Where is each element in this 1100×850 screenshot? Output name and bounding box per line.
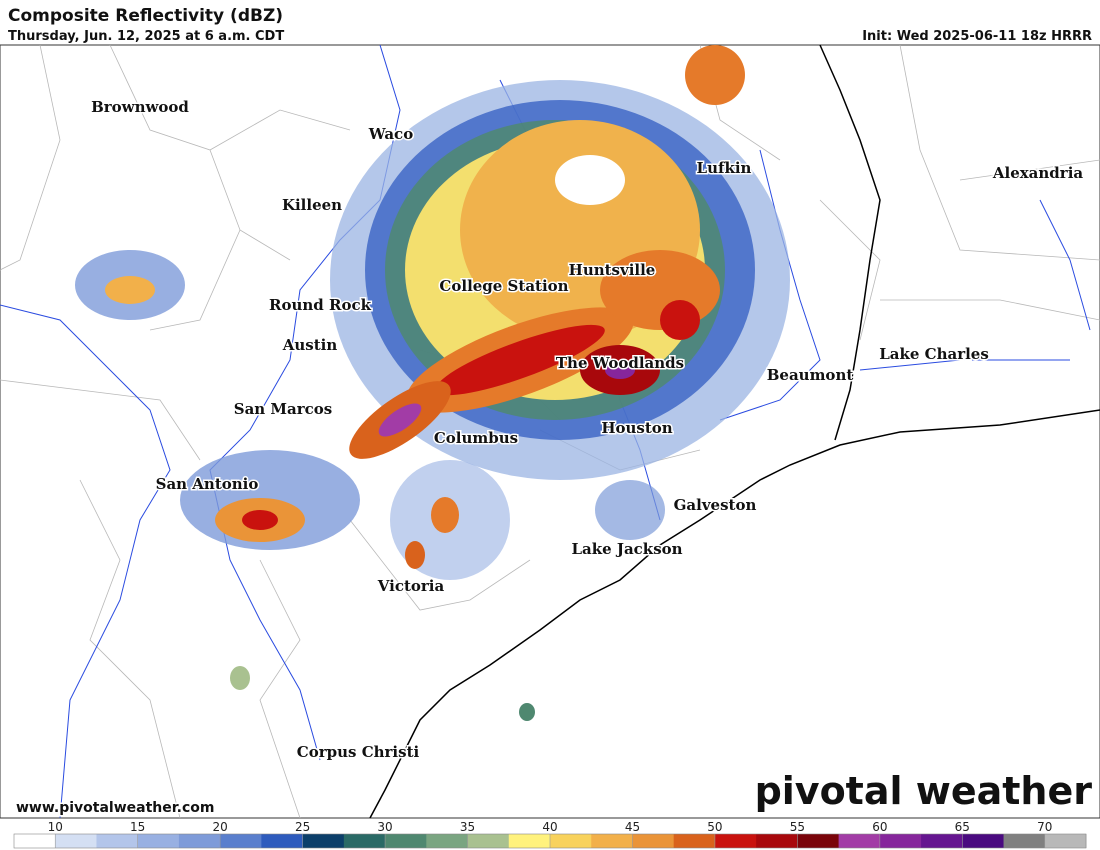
city-label: Lake Charles (879, 345, 989, 363)
colorbar-swatch (962, 834, 1005, 848)
colorbar-tick-label: 25 (295, 820, 310, 834)
colorbar-swatch (178, 834, 221, 848)
colorbar-swatch (96, 834, 139, 848)
colorbar-tick-label: 65 (955, 820, 970, 834)
state-border (819, 44, 881, 441)
city-label: Corpus Christi (297, 743, 420, 761)
colorbar-swatch (467, 834, 510, 848)
colorbar-tick-label: 60 (872, 820, 887, 834)
colorbar-swatch (14, 834, 56, 848)
colorbar-swatch (756, 834, 798, 848)
colorbar-swatch (1044, 834, 1087, 848)
colorbar-tick-label: 55 (790, 820, 805, 834)
colorbar-tick-label: 20 (213, 820, 228, 834)
colorbar-swatch (838, 834, 881, 848)
colorbar-swatch (714, 834, 757, 848)
map (0, 44, 1100, 819)
colorbar-swatch (508, 834, 551, 848)
colorbar-swatch (879, 834, 922, 848)
colorbar-tick-label: 40 (542, 820, 557, 834)
colorbar-swatch (137, 834, 180, 848)
init-label: Init: Wed 2025-06-11 18z HRRR (862, 29, 1092, 44)
colorbar-swatch (673, 834, 716, 848)
logo: pivotal weather (755, 769, 1093, 813)
city-label: Victoria (377, 577, 445, 595)
colorbar-swatch (220, 834, 262, 848)
colorbar-tick-label: 50 (707, 820, 722, 834)
radar-echoes (75, 45, 790, 721)
colorbar-swatch (550, 834, 592, 848)
colorbar-swatch (261, 834, 304, 848)
colorbar-swatch (55, 834, 97, 848)
city-label: Killeen (282, 196, 342, 214)
city-label: Lake Jackson (571, 540, 682, 558)
city-label: San Marcos (234, 400, 333, 418)
colorbar-tick-label: 30 (377, 820, 392, 834)
city-label: Austin (282, 336, 338, 354)
city-label: Alexandria (992, 164, 1084, 182)
colorbar-swatch (343, 834, 386, 848)
colorbar: 10 15 20 25 30 35 40 45 50 55 60 65 70 (13, 820, 1087, 849)
city-label: Lufkin (697, 159, 752, 177)
colorbar-tick-label: 10 (48, 820, 63, 834)
colorbar-swatch (302, 834, 345, 848)
colorbar-swatch (591, 834, 633, 848)
colorbar-swatch (426, 834, 469, 848)
city-label: Waco (368, 125, 413, 143)
title: Composite Reflectivity (dBZ) (8, 6, 283, 26)
city-label: San Antonio (156, 475, 259, 493)
colorbar-swatch (1003, 834, 1046, 848)
subtitle: Thursday, Jun. 12, 2025 at 6 a.m. CDT (8, 29, 284, 44)
city-label: Beaumont (767, 366, 854, 384)
colorbar-swatch (632, 834, 675, 848)
city-label: Brownwood (91, 98, 189, 116)
colorbar-swatch (797, 834, 840, 848)
colorbar-swatch (921, 834, 963, 848)
colorbar-swatch (385, 834, 427, 848)
city-label: Huntsville (569, 261, 656, 279)
city-label: Columbus (434, 429, 518, 447)
colorbar-tick-label: 70 (1037, 820, 1052, 834)
colorbar-tick-label: 45 (625, 820, 640, 834)
city-label: Galveston (674, 496, 757, 514)
city-label: Houston (601, 419, 672, 437)
coastline (369, 409, 1100, 819)
city-label: The Woodlands (556, 354, 684, 372)
colorbar-tick-label: 35 (460, 820, 475, 834)
website: www.pivotalweather.com (16, 800, 215, 816)
city-label: College Station (439, 277, 568, 295)
city-labels: Brownwood Waco Killeen Lufkin Alexandria Hunt… (90, 97, 1085, 763)
city-label: Round Rock (269, 296, 372, 314)
colorbar-tick-label: 15 (130, 820, 145, 834)
